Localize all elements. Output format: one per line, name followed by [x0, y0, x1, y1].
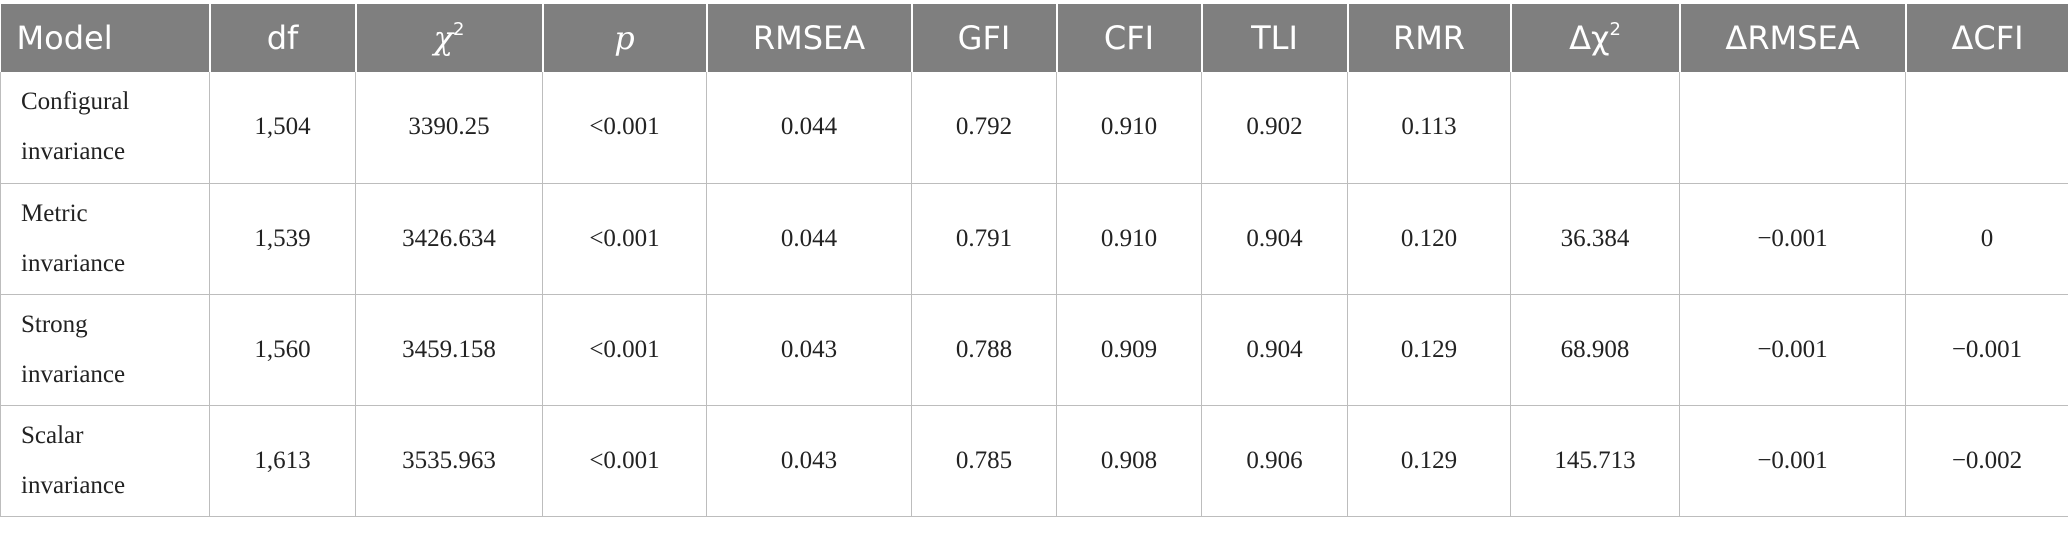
- delta-chi2-superscript: 2: [1609, 19, 1621, 40]
- table-header: Model df χ2 p RMSEA GFI CFI TLI RMR Δχ2 …: [0, 4, 2068, 72]
- model-name-line1: Strong: [21, 310, 88, 338]
- model-name-line2: invariance: [21, 249, 126, 277]
- header-row: Model df χ2 p RMSEA GFI CFI TLI RMR Δχ2 …: [0, 4, 2068, 72]
- cell-cfi: 0.910: [1056, 183, 1202, 295]
- cell-tli: 0.904: [1201, 294, 1348, 406]
- cell-delta-chi2: 68.908: [1510, 294, 1680, 406]
- cell-gfi: 0.788: [911, 294, 1057, 406]
- model-name-line2: invariance: [21, 138, 126, 166]
- cell-rmsea: 0.044: [706, 72, 912, 184]
- col-header-rmr: RMR: [1347, 4, 1512, 72]
- col-header-gfi: GFI: [911, 4, 1058, 72]
- cell-model: Configural invariance: [0, 72, 210, 184]
- chi2-symbol: χ: [433, 19, 453, 57]
- model-name-line1: Metric: [21, 199, 88, 227]
- cell-p: <0.001: [542, 183, 707, 295]
- cell-p: <0.001: [542, 294, 707, 406]
- cell-df: 1,504: [209, 72, 356, 184]
- cell-chi2: 3390.25: [355, 72, 543, 184]
- cell-tli: 0.904: [1201, 183, 1348, 295]
- cell-gfi: 0.785: [911, 405, 1057, 517]
- cell-delta-cfi: −0.002: [1905, 405, 2068, 517]
- cell-delta-rmsea: −0.001: [1679, 183, 1906, 295]
- cell-model: Strong invariance: [0, 294, 210, 406]
- cell-tli: 0.902: [1201, 72, 1348, 184]
- cell-model: Metric invariance: [0, 183, 210, 295]
- cell-gfi: 0.791: [911, 183, 1057, 295]
- col-header-chi2: χ2: [355, 4, 544, 72]
- cell-df: 1,539: [209, 183, 356, 295]
- col-header-delta-chi2: Δχ2: [1510, 4, 1681, 72]
- table-row: Metric invariance 1,539 3426.634 <0.001 0…: [0, 183, 2068, 295]
- cell-p: <0.001: [542, 405, 707, 517]
- cell-gfi: 0.792: [911, 72, 1057, 184]
- cell-rmr: 0.120: [1347, 183, 1511, 295]
- cell-p: <0.001: [542, 72, 707, 184]
- cell-tli: 0.906: [1201, 405, 1348, 517]
- col-header-p: p: [542, 4, 708, 72]
- cell-rmr: 0.129: [1347, 405, 1511, 517]
- table-row: Strong invariance 1,560 3459.158 <0.001 0…: [0, 294, 2068, 406]
- cell-delta-cfi: 0: [1905, 183, 2068, 295]
- invariance-table: Model df χ2 p RMSEA GFI CFI TLI RMR Δχ2 …: [0, 4, 2068, 517]
- cell-cfi: 0.908: [1056, 405, 1202, 517]
- model-name-line1: Scalar: [21, 421, 84, 449]
- model-name-line1: Configural: [21, 88, 130, 116]
- col-header-model: Model: [0, 4, 211, 72]
- table-row: Configural invariance 1,504 3390.25 <0.00…: [0, 72, 2068, 184]
- cell-chi2: 3426.634: [355, 183, 543, 295]
- delta-chi2-symbol: Δχ: [1569, 19, 1610, 57]
- cell-delta-cfi: [1905, 72, 2068, 184]
- table-body: Configural invariance 1,504 3390.25 <0.00…: [0, 72, 2068, 517]
- col-header-cfi: CFI: [1056, 4, 1203, 72]
- cell-cfi: 0.910: [1056, 72, 1202, 184]
- cell-chi2: 3459.158: [355, 294, 543, 406]
- cell-delta-chi2: [1510, 72, 1680, 184]
- col-header-tli: TLI: [1201, 4, 1349, 72]
- cell-delta-rmsea: −0.001: [1679, 405, 1906, 517]
- p-symbol: p: [614, 19, 635, 57]
- cell-delta-chi2: 36.384: [1510, 183, 1680, 295]
- cell-df: 1,613: [209, 405, 356, 517]
- cell-rmr: 0.129: [1347, 294, 1511, 406]
- cell-df: 1,560: [209, 294, 356, 406]
- model-name-line2: invariance: [21, 360, 126, 388]
- cell-rmsea: 0.044: [706, 183, 912, 295]
- model-name-line2: invariance: [21, 471, 126, 499]
- col-header-delta-cfi: ΔCFI: [1951, 19, 2024, 57]
- cell-delta-rmsea: −0.001: [1679, 294, 1906, 406]
- cell-delta-rmsea: [1679, 72, 1906, 184]
- table-row: Scalar invariance 1,613 3535.963 <0.001 0…: [0, 405, 2068, 517]
- cell-model: Scalar invariance: [0, 405, 210, 517]
- col-header-delta-rmsea: ΔRMSEA: [1679, 4, 1907, 72]
- cell-rmsea: 0.043: [706, 294, 912, 406]
- cell-rmr: 0.113: [1347, 72, 1511, 184]
- col-header-rmsea: RMSEA: [706, 4, 913, 72]
- col-header-df: df: [209, 4, 357, 72]
- cell-rmsea: 0.043: [706, 405, 912, 517]
- cell-cfi: 0.909: [1056, 294, 1202, 406]
- cell-delta-cfi: −0.001: [1905, 294, 2068, 406]
- cell-delta-chi2: 145.713: [1510, 405, 1680, 517]
- cell-chi2: 3535.963: [355, 405, 543, 517]
- chi2-superscript: 2: [452, 19, 465, 40]
